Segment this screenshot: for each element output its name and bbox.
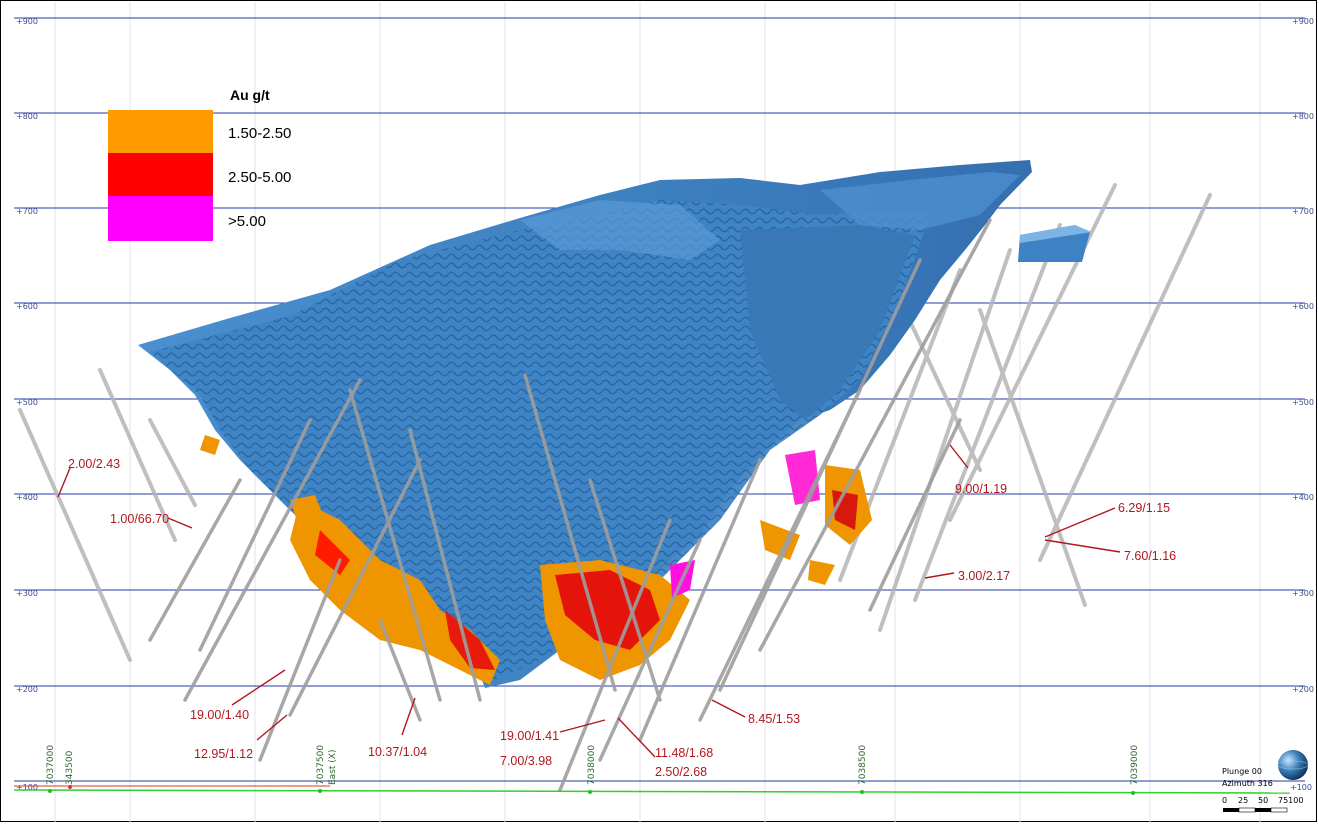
axis-label: East (X) xyxy=(328,750,338,785)
elev-label: +900 xyxy=(16,17,38,26)
legend-title: Au g/t xyxy=(230,87,270,103)
legend-swatch-high xyxy=(108,196,213,241)
intercept-label: 12.95/1.12 xyxy=(194,747,253,761)
azimuth-readout: Azimuth 316 xyxy=(1222,779,1273,788)
legend-label: 1.50-2.50 xyxy=(228,125,291,142)
northing-label: 7039000 xyxy=(1130,745,1140,785)
intercept-label: 10.37/1.04 xyxy=(368,745,427,759)
elev-label: +300 xyxy=(16,589,38,598)
elev-label: +700 xyxy=(16,207,38,216)
intercept-label: 19.00/1.41 xyxy=(500,729,559,743)
scale-tick: 25 xyxy=(1238,796,1248,805)
elev-label: +100 xyxy=(16,783,38,792)
drillholes-back xyxy=(18,183,1212,662)
vertical-gridlines xyxy=(54,2,1261,822)
northing-label: 7038500 xyxy=(858,745,868,785)
northing-labels: 7037000 343500 7037500 East (X) 7038000 … xyxy=(46,745,1140,785)
intercept-label: 2.50/2.68 xyxy=(655,765,707,779)
scale-tick: 0 xyxy=(1222,796,1227,805)
intercept-label: 11.48/1.68 xyxy=(655,746,713,760)
plunge-readout: Plunge 00 xyxy=(1222,767,1262,776)
annotation-leaders xyxy=(57,444,1121,758)
elevation-labels-left: +900 +800 +700 +600 +500 +400 +300 +200 … xyxy=(16,17,38,792)
intercept-label: 3.00/2.17 xyxy=(958,569,1010,583)
intercept-label: 7.60/1.16 xyxy=(1124,549,1176,563)
legend-swatch-mid xyxy=(108,153,213,196)
elev-label: +500 xyxy=(16,398,38,407)
elev-label: +600 xyxy=(16,302,38,311)
legend-label: >5.00 xyxy=(228,213,266,230)
grade-blocks xyxy=(200,435,872,685)
elev-label: +400 xyxy=(16,493,38,502)
scale-tick: 75100 xyxy=(1278,796,1303,805)
northing-label: 7038000 xyxy=(587,745,597,785)
view-orientation: Plunge 00 Azimuth 316 0 25 50 75100 xyxy=(1222,750,1309,813)
scale-bar-segment xyxy=(1255,808,1271,812)
scale-bar-segment xyxy=(1223,808,1239,812)
elev-label: +100 xyxy=(1290,783,1312,792)
baseline xyxy=(13,785,1291,795)
intercept-label: 6.29/1.15 xyxy=(1118,501,1170,515)
scale-bar-segment xyxy=(1238,807,1256,813)
intercept-label: 9.00/1.19 xyxy=(955,482,1007,496)
intercept-label: 19.00/1.40 xyxy=(190,708,249,722)
elev-label: +500 xyxy=(1292,398,1314,407)
intercept-annotations: 2.00/2.43 1.00/66.70 19.00/1.40 12.95/1.… xyxy=(68,457,1176,779)
elevation-labels-right: +900 +800 +700 +600 +500 +400 +300 +200 … xyxy=(1290,17,1314,792)
scale-tick: 50 xyxy=(1258,796,1268,805)
northing-label: 7037500 xyxy=(316,745,326,785)
elev-label: +700 xyxy=(1292,207,1314,216)
orientation-globe-icon xyxy=(1278,750,1308,780)
elev-label: +200 xyxy=(16,685,38,694)
elev-label: +800 xyxy=(16,112,38,121)
intercept-label: 2.00/2.43 xyxy=(68,457,120,471)
elev-label: +300 xyxy=(1292,589,1314,598)
legend-label: 2.50-5.00 xyxy=(228,169,291,186)
legend-swatch-low xyxy=(108,110,213,153)
elev-label: +400 xyxy=(1292,493,1314,502)
elev-label: +800 xyxy=(1292,112,1314,121)
elev-label: +600 xyxy=(1292,302,1314,311)
intercept-label: 7.00/3.98 xyxy=(500,754,552,768)
ore-shell-body xyxy=(138,160,1092,688)
intercept-label: 1.00/66.70 xyxy=(110,512,169,526)
northing-label: 343500 xyxy=(65,750,75,785)
northing-label: 7037000 xyxy=(46,745,56,785)
intercept-label: 8.45/1.53 xyxy=(748,712,800,726)
elev-label: +900 xyxy=(1292,17,1314,26)
scale-bar-segment xyxy=(1270,807,1288,813)
elev-label: +200 xyxy=(1292,685,1314,694)
legend: Au g/t 1.50-2.50 2.50-5.00 >5.00 xyxy=(108,87,291,241)
